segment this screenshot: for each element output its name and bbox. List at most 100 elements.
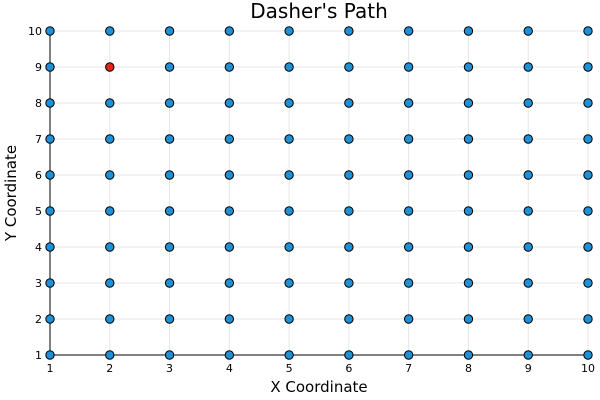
data-point xyxy=(105,242,115,252)
data-point xyxy=(105,134,115,144)
x-tick-label: 8 xyxy=(465,362,472,375)
data-point xyxy=(463,206,474,216)
x-axis-label: X Coordinate xyxy=(270,378,367,396)
data-point xyxy=(284,350,294,360)
chart-title: Dasher's Path xyxy=(250,0,388,23)
x-tick-label: 2 xyxy=(106,362,113,375)
data-point xyxy=(403,98,414,108)
data-point xyxy=(344,134,354,144)
data-point xyxy=(463,62,474,72)
data-point xyxy=(105,62,115,72)
data-point xyxy=(583,26,593,36)
data-point xyxy=(224,26,235,36)
data-point xyxy=(463,98,474,108)
data-point xyxy=(224,278,235,288)
data-point xyxy=(45,206,55,216)
data-point xyxy=(105,26,115,36)
y-tick-label: 10 xyxy=(28,25,42,38)
data-point xyxy=(583,170,593,180)
data-point xyxy=(284,134,294,144)
data-point xyxy=(164,206,175,216)
data-point xyxy=(105,350,115,360)
x-tick-label: 9 xyxy=(525,362,532,375)
data-point xyxy=(284,314,294,324)
y-tick-label: 4 xyxy=(35,241,42,254)
data-point xyxy=(164,98,175,108)
data-point xyxy=(164,278,175,288)
data-point xyxy=(583,314,593,324)
data-point xyxy=(583,62,593,72)
data-point xyxy=(45,314,55,324)
data-point xyxy=(403,242,414,252)
data-point xyxy=(224,314,235,324)
data-point xyxy=(583,134,593,144)
data-point xyxy=(344,170,354,180)
data-point xyxy=(403,62,414,72)
data-point xyxy=(344,314,354,324)
data-point xyxy=(45,242,55,252)
tick-labels: 1 2 3 4 5 6 7 8 9 10 1 2 3 4 5 6 7 8 9 10 xyxy=(28,25,595,375)
data-point xyxy=(105,314,115,324)
x-tick-label: 4 xyxy=(226,362,233,375)
data-point xyxy=(164,26,175,36)
data-point xyxy=(523,206,533,216)
data-point xyxy=(583,350,593,360)
x-tick-label: 7 xyxy=(405,362,412,375)
data-point xyxy=(224,62,235,72)
data-point xyxy=(45,278,55,288)
data-point xyxy=(463,170,474,180)
data-point xyxy=(45,62,55,72)
data-point xyxy=(105,278,115,288)
data-point xyxy=(224,206,235,216)
data-point xyxy=(403,314,414,324)
data-point xyxy=(284,170,294,180)
data-point xyxy=(224,350,235,360)
data-point xyxy=(284,26,294,36)
data-point xyxy=(463,314,474,324)
y-tick-label: 3 xyxy=(35,277,42,290)
data-point xyxy=(284,206,294,216)
data-point xyxy=(403,206,414,216)
data-point xyxy=(523,170,533,180)
data-point xyxy=(105,98,115,108)
data-point xyxy=(45,98,55,108)
data-point xyxy=(344,278,354,288)
data-point xyxy=(523,314,533,324)
y-axis-label: Y Coordinate xyxy=(2,145,20,242)
data-point xyxy=(523,98,533,108)
data-point xyxy=(224,242,235,252)
data-point xyxy=(403,350,414,360)
data-point xyxy=(284,242,294,252)
data-point xyxy=(344,206,354,216)
data-point xyxy=(45,134,55,144)
y-tick-label: 1 xyxy=(35,349,42,362)
data-point xyxy=(463,278,474,288)
data-point xyxy=(463,350,474,360)
x-tick-label: 6 xyxy=(345,362,352,375)
data-point xyxy=(583,278,593,288)
data-point xyxy=(403,278,414,288)
data-point xyxy=(164,134,175,144)
data-point xyxy=(164,314,175,324)
data-points xyxy=(45,26,593,360)
data-point xyxy=(463,26,474,36)
data-point xyxy=(344,242,354,252)
data-point xyxy=(523,134,533,144)
data-point xyxy=(523,278,533,288)
data-point xyxy=(403,26,414,36)
data-point xyxy=(583,98,593,108)
data-point xyxy=(403,170,414,180)
data-point xyxy=(284,98,294,108)
data-point xyxy=(164,62,175,72)
data-point xyxy=(164,242,175,252)
y-tick-label: 9 xyxy=(35,61,42,74)
x-tick-label: 10 xyxy=(581,362,595,375)
data-point xyxy=(344,98,354,108)
data-point xyxy=(105,170,115,180)
data-point xyxy=(164,350,175,360)
x-tick-label: 5 xyxy=(286,362,293,375)
data-point xyxy=(224,134,235,144)
data-point xyxy=(344,26,354,36)
